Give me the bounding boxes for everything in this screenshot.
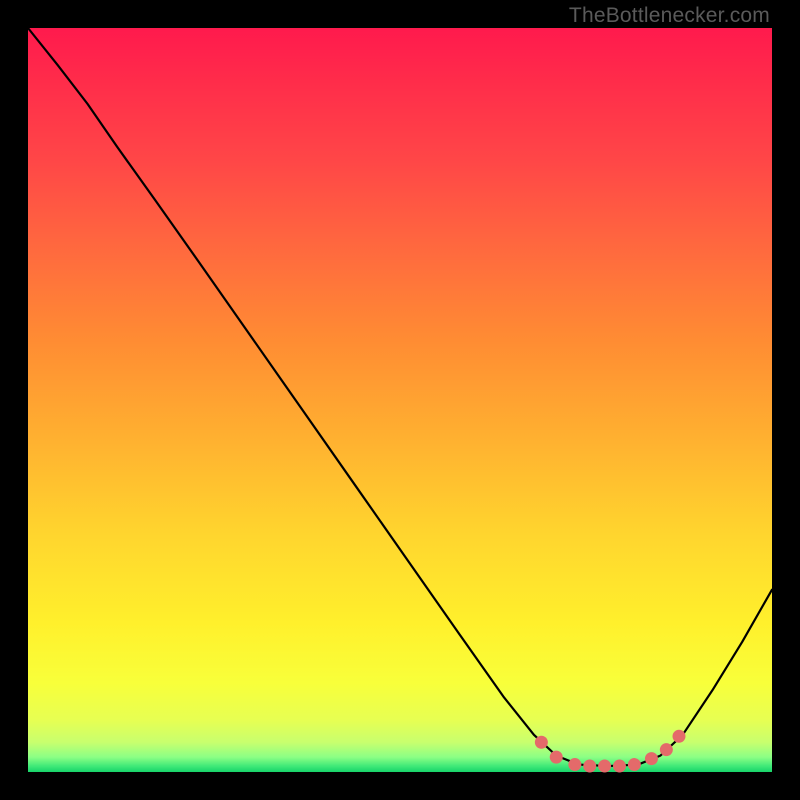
attribution-label: TheBottlenecker.com xyxy=(569,4,770,28)
highlight-dot xyxy=(645,752,658,765)
bottleneck-curve xyxy=(28,28,772,766)
highlight-dot xyxy=(613,760,626,773)
highlight-dot xyxy=(598,760,611,773)
highlight-dot xyxy=(535,736,548,749)
highlight-dot xyxy=(660,743,673,756)
highlight-dot xyxy=(583,760,596,773)
plot-area xyxy=(28,28,772,772)
highlight-dots xyxy=(535,730,686,773)
highlight-dot xyxy=(568,758,581,771)
outer-frame: TheBottlenecker.com xyxy=(0,0,800,800)
highlight-dot xyxy=(628,758,641,771)
curve-layer xyxy=(28,28,772,772)
highlight-dot xyxy=(673,730,686,743)
highlight-dot xyxy=(550,751,563,764)
